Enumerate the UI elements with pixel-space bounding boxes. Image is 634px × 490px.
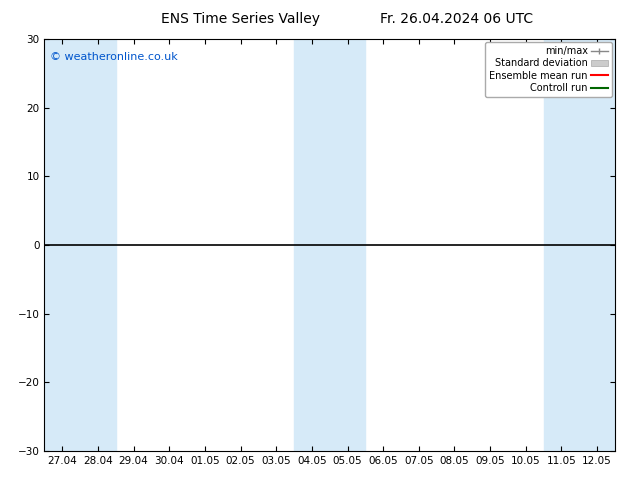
Legend: min/max, Standard deviation, Ensemble mean run, Controll run: min/max, Standard deviation, Ensemble me… bbox=[486, 42, 612, 97]
Bar bbox=[543, 39, 579, 451]
Bar bbox=[44, 39, 80, 451]
Text: Fr. 26.04.2024 06 UTC: Fr. 26.04.2024 06 UTC bbox=[380, 12, 533, 26]
Bar bbox=[579, 39, 615, 451]
Bar bbox=[330, 39, 365, 451]
Bar bbox=[80, 39, 116, 451]
Text: ENS Time Series Valley: ENS Time Series Valley bbox=[162, 12, 320, 26]
Text: © weatheronline.co.uk: © weatheronline.co.uk bbox=[50, 51, 178, 62]
Bar bbox=[294, 39, 330, 451]
